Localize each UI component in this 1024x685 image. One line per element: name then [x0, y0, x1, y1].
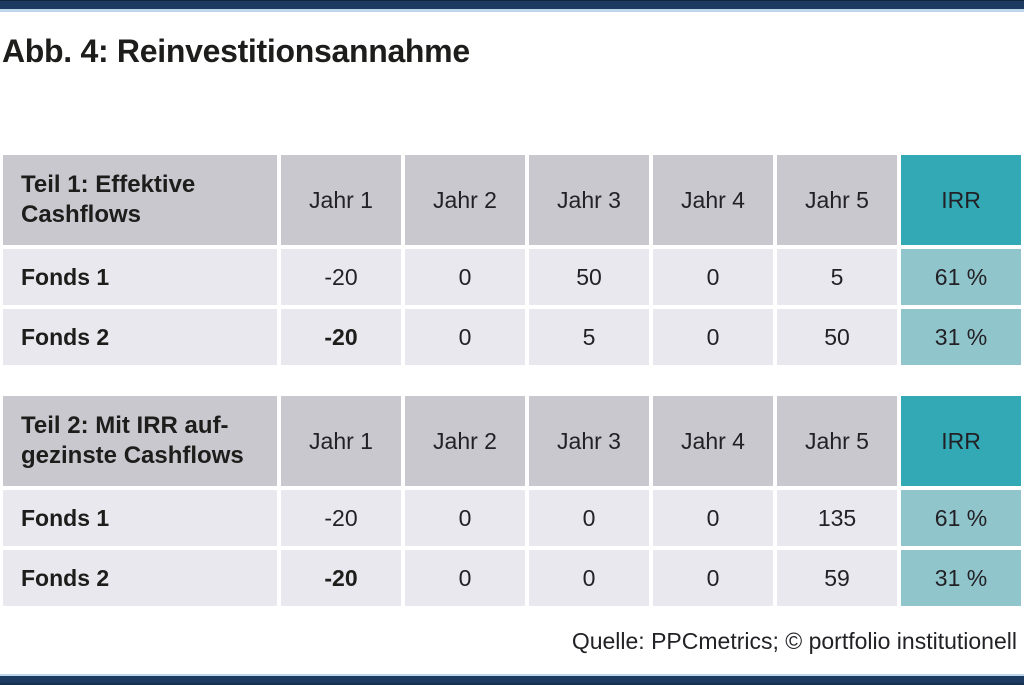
- table2-corner-header: Teil 2: Mit IRR auf- gezinste Cashflows: [3, 396, 277, 486]
- figure-title: Abb. 4: Reinvestitionsannahme: [2, 33, 470, 69]
- value-cell: 0: [529, 490, 649, 546]
- row-label-fonds2: Fonds 2: [3, 550, 277, 606]
- column-header-irr: IRR: [901, 396, 1021, 486]
- table1-corner-header: Teil 1: Effektive Cashflows: [3, 155, 277, 245]
- column-header-jahr3: Jahr 3: [529, 396, 649, 486]
- table1-title-line1: Teil 1: Effektive: [21, 171, 196, 198]
- bottom-brand-bar: [0, 676, 1024, 685]
- value-cell: 0: [653, 550, 773, 606]
- bottom-brand-bar-accent: [0, 674, 1024, 676]
- value-cell: 0: [405, 490, 525, 546]
- source-caption: Quelle: PPCmetrics; © portfolio institut…: [571, 628, 1017, 654]
- column-header-jahr2: Jahr 2: [405, 396, 525, 486]
- value-cell: 59: [777, 550, 897, 606]
- value-cell: -20: [281, 490, 401, 546]
- top-brand-bar: [0, 0, 1024, 9]
- irr-cell: 31 %: [901, 309, 1021, 365]
- column-header-jahr4: Jahr 4: [653, 155, 773, 245]
- column-header-jahr5: Jahr 5: [777, 396, 897, 486]
- row-label-fonds2: Fonds 2: [3, 309, 277, 365]
- value-cell: 0: [653, 249, 773, 305]
- row-label-fonds1: Fonds 1: [3, 249, 277, 305]
- column-header-jahr3: Jahr 3: [529, 155, 649, 245]
- value-cell: 5: [529, 309, 649, 365]
- column-header-jahr4: Jahr 4: [653, 396, 773, 486]
- value-cell: 135: [777, 490, 897, 546]
- value-cell: -20: [281, 309, 401, 365]
- value-cell: 0: [529, 550, 649, 606]
- irr-cell: 31 %: [901, 550, 1021, 606]
- table2-title-line1: Teil 2: Mit IRR auf-: [21, 412, 229, 439]
- table2-title-line2: gezinste Cashflows: [21, 442, 244, 469]
- value-cell: 0: [405, 249, 525, 305]
- table1-title-line2: Cashflows: [21, 201, 142, 228]
- value-cell: 0: [653, 309, 773, 365]
- column-header-jahr1: Jahr 1: [281, 155, 401, 245]
- column-header-jahr1: Jahr 1: [281, 396, 401, 486]
- value-cell: 50: [529, 249, 649, 305]
- column-header-irr: IRR: [901, 155, 1021, 245]
- column-header-jahr2: Jahr 2: [405, 155, 525, 245]
- row-label-fonds1: Fonds 1: [3, 490, 277, 546]
- column-header-jahr5: Jahr 5: [777, 155, 897, 245]
- value-cell: 0: [405, 309, 525, 365]
- value-cell: -20: [281, 249, 401, 305]
- table-compounded-cashflows: Teil 2: Mit IRR auf- gezinste Cashflows …: [3, 396, 1021, 606]
- top-brand-bar-accent: [0, 9, 1024, 12]
- irr-cell: 61 %: [901, 490, 1021, 546]
- value-cell: 5: [777, 249, 897, 305]
- value-cell: 0: [653, 490, 773, 546]
- value-cell: 50: [777, 309, 897, 365]
- irr-cell: 61 %: [901, 249, 1021, 305]
- value-cell: 0: [405, 550, 525, 606]
- table-effective-cashflows: Teil 1: Effektive Cashflows Jahr 1 Jahr …: [3, 155, 1021, 365]
- value-cell: -20: [281, 550, 401, 606]
